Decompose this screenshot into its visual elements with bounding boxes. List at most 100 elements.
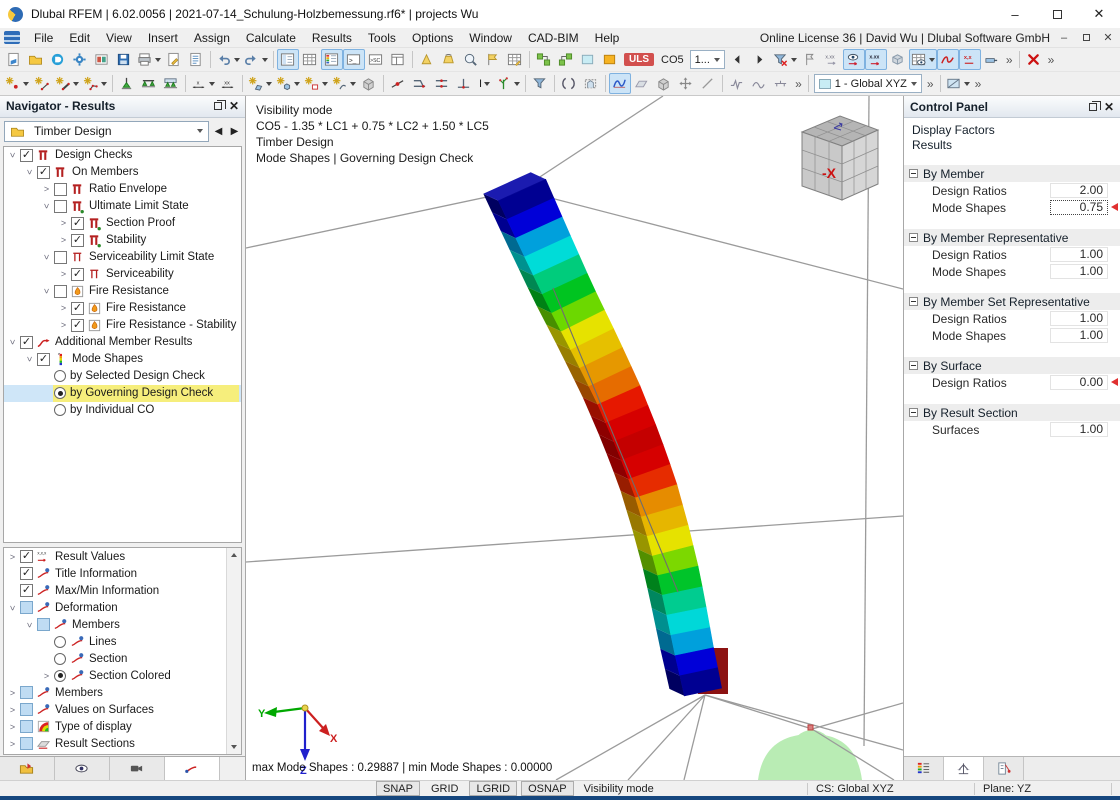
tb-new-member[interactable] [53, 73, 81, 94]
checkbox-ultimate-limit-state[interactable] [54, 199, 67, 213]
dropdown-arrow-icon[interactable] [234, 57, 240, 62]
tb-clip-arc[interactable] [558, 73, 580, 94]
tree-item-design-checks[interactable]: > Design Checks [4, 147, 241, 164]
tb-values-xxx[interactable]: x.xx [864, 49, 887, 70]
tb-cube-gray[interactable] [653, 73, 675, 94]
cp-section-header[interactable]: By Member [904, 165, 1120, 182]
model-scene[interactable]: -X Y Z X [246, 96, 903, 780]
dropdown-arrow-icon[interactable] [209, 81, 215, 86]
tb-link-model2[interactable] [555, 49, 577, 70]
menu-item-cad-bim[interactable]: CAD-BIM [527, 30, 579, 45]
control-panel-tab-display-factors[interactable] [984, 757, 1024, 780]
tb-move-4way[interactable] [675, 73, 697, 94]
tb-rotate-view[interactable] [416, 49, 438, 70]
tb-clear-results[interactable] [1023, 49, 1045, 70]
tb-result-wave2[interactable] [748, 73, 770, 94]
dropdown-arrow-icon[interactable] [101, 81, 107, 86]
cp-value-field[interactable]: 0.00 [1050, 375, 1108, 390]
radio-by-selected-design-check[interactable] [54, 370, 66, 383]
child-minimize-button[interactable]: – [1060, 31, 1068, 44]
view-combo[interactable]: 1 - Global XYZ [813, 74, 922, 93]
tb-new-solid[interactable] [274, 73, 302, 94]
tb-page-edit[interactable] [163, 49, 185, 70]
tb-new-line[interactable] [31, 73, 53, 94]
tb-values-eye[interactable] [842, 49, 865, 70]
tree-item-members[interactable]: > Members [4, 684, 241, 701]
tb-funnel-clear[interactable] [771, 49, 799, 70]
next-navigator-button[interactable]: ▶ [230, 125, 239, 137]
dropdown-arrow-icon[interactable] [928, 57, 935, 62]
tree-item-title-information[interactable]: Title Information [4, 565, 241, 582]
tb-mini-table[interactable] [504, 49, 526, 70]
tree-item-stability[interactable]: > Stability [4, 232, 241, 249]
dropdown-arrow-icon[interactable] [963, 81, 970, 86]
cp-value-field[interactable]: 1.00 [1050, 264, 1108, 279]
tb-table-values[interactable] [908, 49, 937, 70]
tree-item-by-individual-co[interactable]: by Individual CO [4, 402, 241, 419]
scrollbar[interactable] [226, 548, 241, 755]
tb-dlubal-connect[interactable] [47, 49, 69, 70]
status-toggle-grid[interactable]: GRID [430, 783, 459, 795]
tree-item-section-proof[interactable]: > Section Proof [4, 215, 241, 232]
child-close-button[interactable]: ✕ [1103, 32, 1113, 44]
checkbox-type-of-display[interactable] [20, 720, 33, 734]
tb-print[interactable] [135, 49, 163, 70]
tb-script-console[interactable]: >SC [365, 49, 387, 70]
float-panel-icon[interactable] [213, 100, 226, 111]
menu-item-view[interactable]: View [106, 30, 132, 45]
control-panel-tab-color-scale[interactable] [904, 757, 944, 780]
navigator-tab-data[interactable] [0, 757, 55, 780]
collapse-icon[interactable] [909, 169, 918, 178]
tb-dim-x[interactable]: x [189, 73, 217, 94]
tb-visual-objects[interactable] [944, 73, 972, 94]
tb-clip-box[interactable] [580, 73, 602, 94]
document-menu-icon[interactable] [4, 31, 20, 44]
expander-icon[interactable]: > [7, 152, 18, 159]
tb-new-model[interactable] [3, 49, 25, 70]
expander-icon[interactable]: > [9, 704, 16, 715]
cp-section-header[interactable]: By Surface [904, 357, 1120, 374]
status-toggle-lgrid[interactable]: LGRID [469, 781, 518, 796]
tb-zoom-tool[interactable] [460, 49, 482, 70]
tb-open-model[interactable] [25, 49, 47, 70]
dropdown-arrow-icon[interactable] [484, 81, 491, 86]
tb-connect-members2[interactable] [431, 73, 453, 94]
expander-icon[interactable]: > [24, 169, 35, 176]
checkbox-ratio-envelope[interactable] [54, 182, 67, 196]
tree-item-values-on-surfaces[interactable]: > Values on Surfaces [4, 701, 241, 718]
expander-icon[interactable]: > [43, 670, 50, 681]
dropdown-arrow-icon[interactable] [322, 81, 328, 86]
checkbox-section-proof[interactable] [71, 216, 84, 230]
menu-item-help[interactable]: Help [594, 30, 620, 45]
expander-icon[interactable]: > [9, 738, 16, 749]
expander-icon[interactable]: > [60, 235, 67, 246]
menu-item-edit[interactable]: Edit [69, 30, 91, 45]
toolbar-overflow-chevron[interactable]: » [1047, 52, 1055, 67]
tb-new-nurbs[interactable] [330, 73, 358, 94]
tb-print-graphic[interactable] [91, 49, 113, 70]
tb-render-mode[interactable] [887, 49, 909, 70]
dropdown-arrow-icon[interactable] [266, 81, 272, 86]
tree-item-fire-resistance-stability[interactable]: > Fire Resistance - Stability [4, 317, 241, 334]
navigator-tab-views[interactable] [110, 757, 165, 780]
toolbar-label-i[interactable]: I [475, 78, 494, 90]
tb-support-line[interactable] [138, 73, 160, 94]
cp-value-field[interactable]: 2.00 [1050, 183, 1108, 198]
checkbox-fire-resistance-stability[interactable] [71, 318, 84, 332]
expander-icon[interactable]: > [43, 184, 50, 195]
tb-diagram-red[interactable] [936, 49, 959, 70]
child-restore-button[interactable] [1078, 32, 1094, 44]
tb-insert-node[interactable] [387, 73, 409, 94]
scroll-up-icon[interactable] [227, 548, 241, 563]
navigation-cube[interactable]: -X [800, 115, 880, 201]
tb-block[interactable] [358, 73, 380, 94]
dropdown-arrow-icon[interactable] [73, 81, 79, 86]
tree-item-section-colored[interactable]: > Section Colored [4, 667, 241, 684]
control-panel-tab-scale-factors[interactable] [944, 757, 984, 780]
cp-section-header[interactable]: By Result Section [904, 404, 1120, 421]
expander-icon[interactable]: > [9, 721, 16, 732]
tree-item-result-sections[interactable]: > Result Sections [4, 735, 241, 752]
tb-new-opening[interactable] [302, 73, 330, 94]
tb-imperfection[interactable] [494, 73, 522, 94]
checkbox-members[interactable] [37, 618, 50, 632]
